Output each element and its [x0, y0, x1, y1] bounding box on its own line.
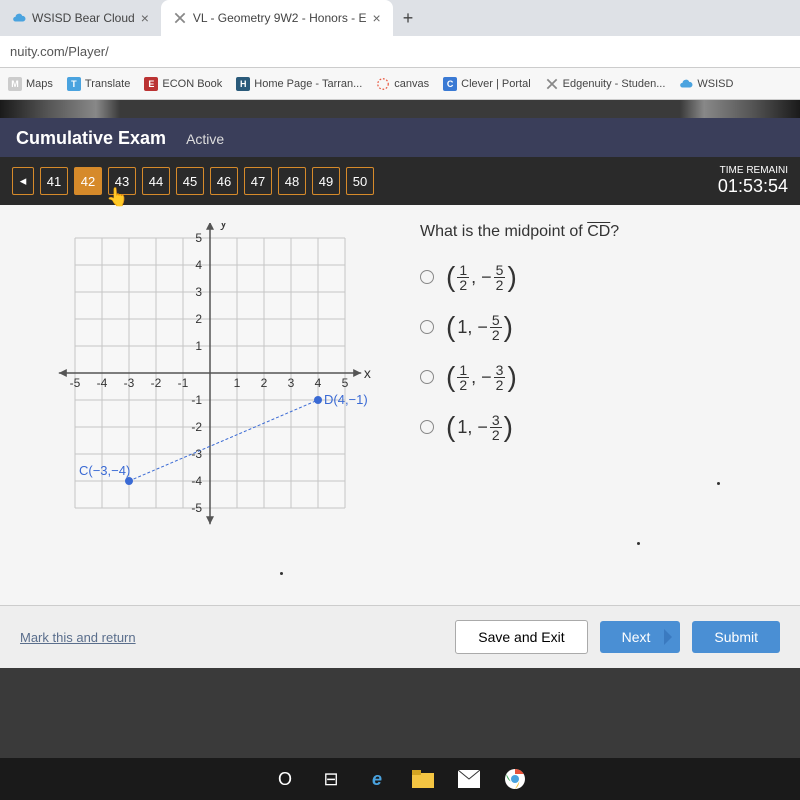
bookmark-item[interactable]: MMaps	[8, 77, 53, 91]
svg-text:-4: -4	[191, 474, 202, 488]
footer-bar: Mark this and return Save and Exit Next …	[0, 605, 800, 668]
svg-text:4: 4	[195, 258, 202, 272]
answer-option-2[interactable]: (12, −32)	[420, 361, 780, 393]
svg-text:-5: -5	[191, 501, 202, 515]
task-view-icon[interactable]: ⊟	[317, 765, 345, 793]
svg-text:1: 1	[195, 339, 202, 353]
exam-header: Cumulative Exam Active	[0, 118, 800, 157]
exam-status: Active	[186, 131, 224, 147]
close-icon[interactable]: ×	[373, 10, 381, 26]
tab-title: WSISD Bear Cloud	[32, 11, 135, 25]
svg-text:-2: -2	[191, 420, 202, 434]
answer-option-3[interactable]: (1, −32)	[420, 411, 780, 443]
svg-text:y: y	[220, 223, 227, 230]
bookmark-item[interactable]: HHome Page - Tarran...	[236, 77, 362, 91]
question-nav-44[interactable]: 44	[142, 167, 170, 195]
url-text: nuity.com/Player/	[10, 44, 109, 59]
tab-1[interactable]: WSISD Bear Cloud ×	[0, 0, 161, 36]
tab-2[interactable]: VL - Geometry 9W2 - Honors - E ×	[161, 0, 393, 36]
cloud-icon	[12, 11, 26, 25]
svg-text:-2: -2	[151, 376, 162, 390]
question-nav-45[interactable]: 45	[176, 167, 204, 195]
svg-text:5: 5	[342, 376, 349, 390]
radio-icon	[420, 320, 434, 334]
save-exit-button[interactable]: Save and Exit	[455, 620, 587, 654]
explorer-icon[interactable]	[409, 765, 437, 793]
tab-bar: WSISD Bear Cloud × VL - Geometry 9W2 - H…	[0, 0, 800, 36]
svg-text:-3: -3	[191, 447, 202, 461]
new-tab-button[interactable]: +	[393, 8, 424, 29]
svg-text:-3: -3	[124, 376, 135, 390]
bookmark-item[interactable]: TTranslate	[67, 77, 130, 91]
svg-text:3: 3	[195, 285, 202, 299]
exam-title: Cumulative Exam	[16, 128, 166, 149]
question-nav: ◂ 41424344454647484950 👆 TIME REMAINI 01…	[0, 157, 800, 205]
bookmark-item[interactable]: Edgenuity - Studen...	[545, 77, 666, 91]
question-text: What is the midpoint of CD?	[420, 223, 780, 241]
edge-icon[interactable]: e	[363, 765, 391, 793]
submit-button[interactable]: Submit	[692, 621, 780, 653]
svg-text:1: 1	[234, 376, 241, 390]
next-button[interactable]: Next	[600, 621, 681, 653]
time-remaining: TIME REMAINI 01:53:54	[718, 165, 788, 197]
bookmark-item[interactable]: WSISD	[679, 77, 733, 91]
question-nav-47[interactable]: 47	[244, 167, 272, 195]
question-nav-42[interactable]: 42	[74, 167, 102, 195]
mail-icon[interactable]	[455, 765, 483, 793]
svg-text:4: 4	[315, 376, 322, 390]
svg-text:C(−3,−4): C(−3,−4)	[79, 463, 130, 478]
browser-chrome: WSISD Bear Cloud × VL - Geometry 9W2 - H…	[0, 0, 800, 100]
bookmark-item[interactable]: canvas	[376, 77, 429, 91]
chrome-icon[interactable]	[501, 765, 529, 793]
url-bar[interactable]: nuity.com/Player/	[0, 36, 800, 68]
svg-text:-4: -4	[97, 376, 108, 390]
cortana-icon[interactable]: O	[271, 765, 299, 793]
question-nav-50[interactable]: 50	[346, 167, 374, 195]
svg-text:-5: -5	[70, 376, 81, 390]
question-nav-41[interactable]: 41	[40, 167, 68, 195]
bookmarks-bar: MMaps TTranslate EECON Book HHome Page - Ta…	[0, 68, 800, 100]
svg-text:3: 3	[288, 376, 295, 390]
cursor-icon: 👆	[106, 187, 128, 208]
radio-icon	[420, 270, 434, 284]
svg-text:-1: -1	[178, 376, 189, 390]
question-nav-49[interactable]: 49	[312, 167, 340, 195]
svg-text:x: x	[364, 365, 371, 381]
bookmark-item[interactable]: CClever | Portal	[443, 77, 531, 91]
question-nav-46[interactable]: 46	[210, 167, 238, 195]
mark-return-link[interactable]: Mark this and return	[20, 630, 136, 645]
windows-taskbar: O ⊟ e	[0, 758, 800, 800]
svg-text:2: 2	[261, 376, 268, 390]
question-area: What is the midpoint of CD? (12, −52) (1,…	[380, 223, 780, 595]
question-content: -5 -4 -3 -2 -1 1 2 3 4 5 1 2 3 4 5 -2 -3 -4 -5 -1 y x C(−3,−4)…	[0, 205, 800, 605]
answer-option-0[interactable]: (12, −52)	[420, 261, 780, 293]
svg-text:D(4,−1): D(4,−1)	[324, 392, 368, 407]
answer-option-1[interactable]: (1, −52)	[420, 311, 780, 343]
bookmark-item[interactable]: EECON Book	[144, 77, 222, 91]
radio-icon	[420, 370, 434, 384]
svg-text:2: 2	[195, 312, 202, 326]
question-nav-48[interactable]: 48	[278, 167, 306, 195]
close-icon[interactable]: ×	[141, 10, 149, 26]
tab-title: VL - Geometry 9W2 - Honors - E	[193, 11, 367, 25]
content-wrapper: Cumulative Exam Active ◂ 414243444546474…	[0, 100, 800, 668]
prev-button[interactable]: ◂	[12, 167, 34, 195]
svg-text:-1: -1	[191, 393, 202, 407]
coordinate-graph: -5 -4 -3 -2 -1 1 2 3 4 5 1 2 3 4 5 -2 -3 -4 -5 -1 y x C(−3,−4)…	[40, 223, 380, 543]
edgenuity-icon	[173, 11, 187, 25]
svg-text:5: 5	[195, 231, 202, 245]
radio-icon	[420, 420, 434, 434]
time-label: TIME REMAINI	[718, 165, 788, 176]
time-value: 01:53:54	[718, 176, 788, 197]
